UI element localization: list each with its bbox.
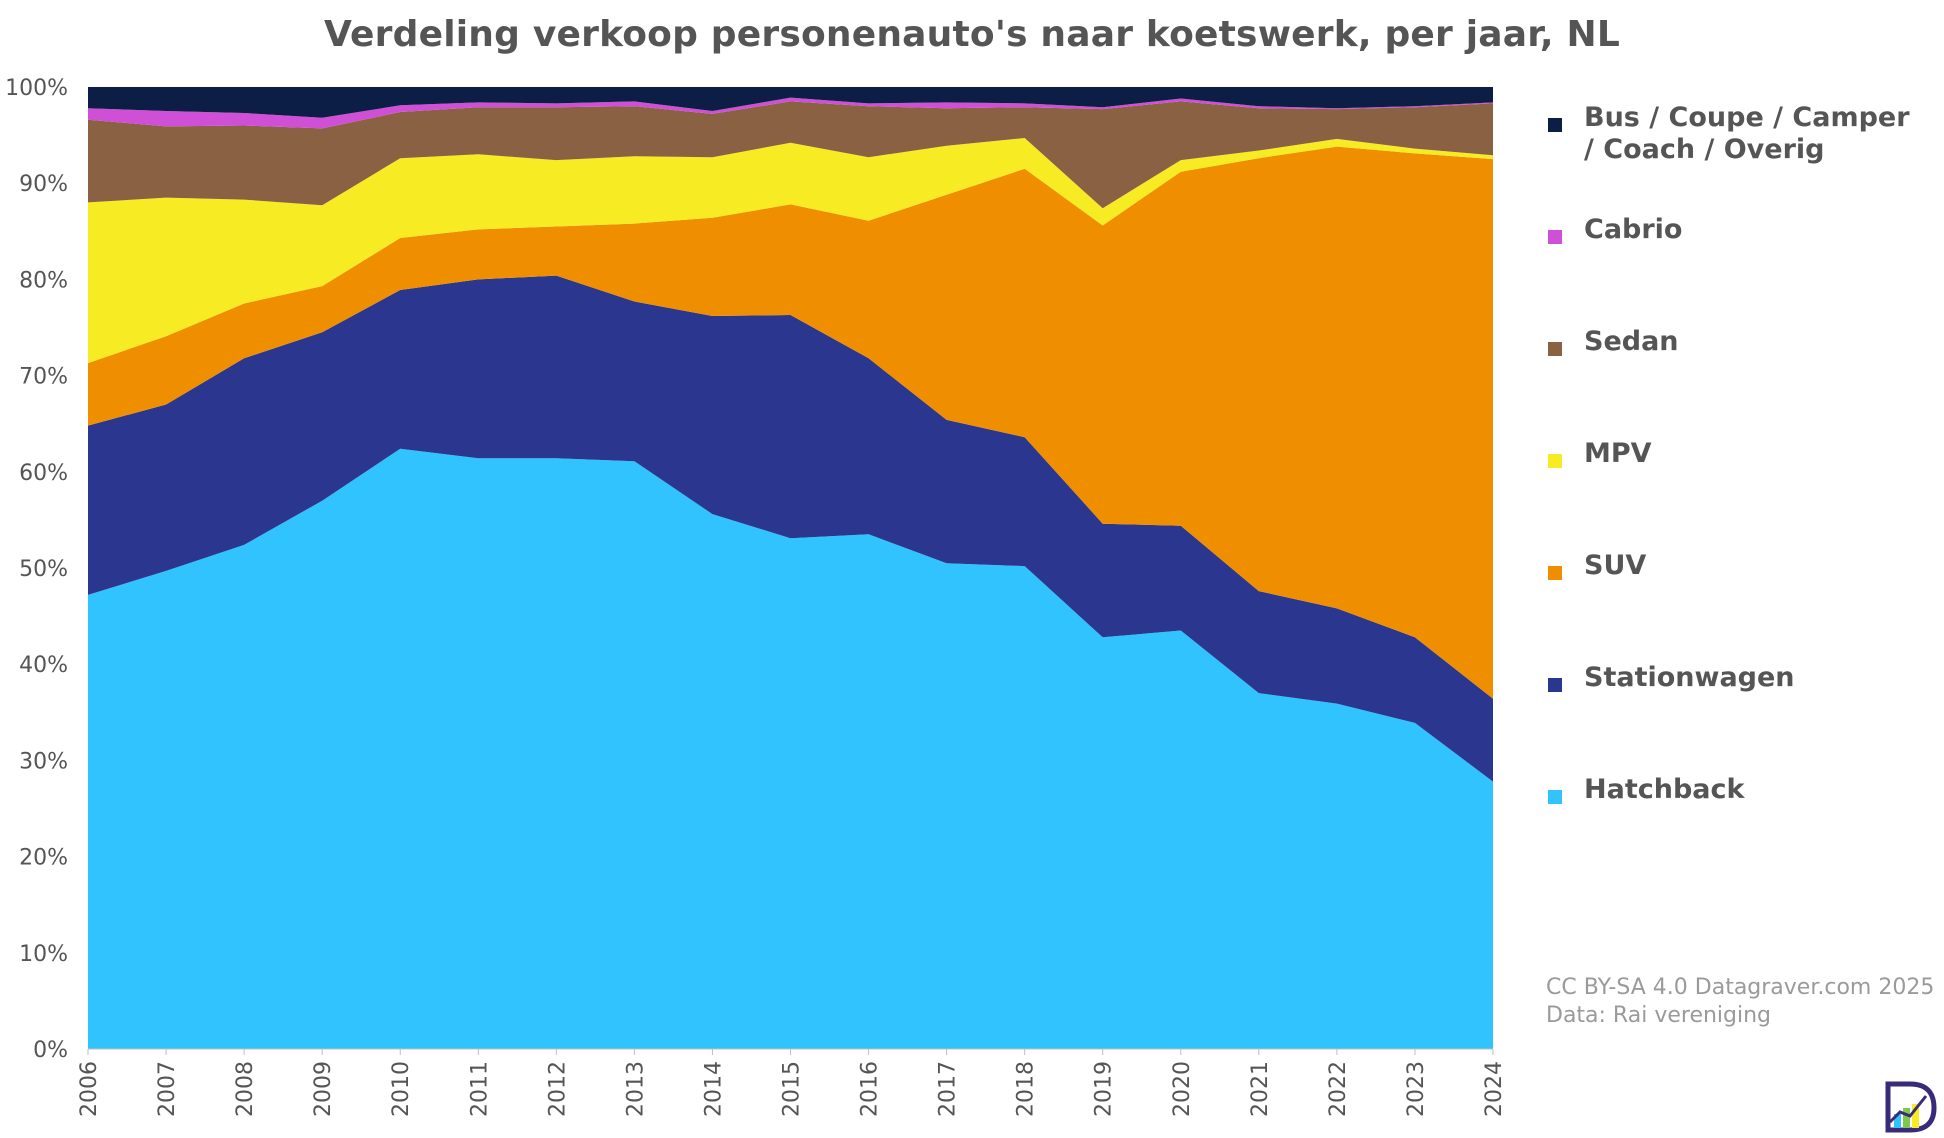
y-tick-label: 10%	[19, 942, 68, 967]
x-tick-label: 2015	[780, 1061, 805, 1117]
legend-label: SUV	[1584, 550, 1647, 581]
x-tick-label: 2007	[155, 1061, 180, 1117]
y-tick-label: 100%	[5, 76, 68, 101]
legend-swatch	[1548, 790, 1562, 804]
x-tick-label: 2019	[1092, 1061, 1117, 1117]
x-tick-label: 2016	[858, 1061, 883, 1117]
y-tick-label: 0%	[33, 1038, 68, 1063]
legend-label: Bus / Coupe / Camper / Coach / Overig	[1584, 102, 1910, 165]
x-tick-label: 2013	[623, 1061, 648, 1117]
source-text: Data: Rai vereniging	[1546, 1003, 1772, 1028]
y-tick-label: 60%	[19, 461, 68, 486]
datagraver-logo-icon	[1885, 1081, 1937, 1133]
legend-swatch	[1548, 342, 1562, 356]
area-hatchback	[88, 448, 1493, 1049]
x-tick-label: 2024	[1482, 1061, 1507, 1117]
x-tick-label: 2012	[545, 1061, 570, 1117]
x-tick-label: 2006	[77, 1061, 102, 1117]
x-tick-label: 2017	[936, 1061, 961, 1117]
legend-swatch	[1548, 566, 1562, 580]
area-stationwagen	[88, 275, 1493, 782]
x-tick-label: 2011	[467, 1061, 492, 1117]
license-text: CC BY-SA 4.0 Datagraver.com 2025	[1546, 975, 1935, 1000]
y-tick-label: 40%	[19, 653, 68, 678]
y-tick-label: 30%	[19, 749, 68, 774]
y-tick-label: 20%	[19, 846, 68, 871]
y-tick-label: 70%	[19, 365, 68, 390]
legend-label: Hatchback	[1584, 774, 1745, 805]
legend-swatch	[1548, 230, 1562, 244]
x-axis-ticks: 2006 2007 2008 2009 2010 2011 2012 2013 2014 2015…	[77, 1049, 1507, 1117]
x-tick-label: 2014	[701, 1061, 726, 1117]
area-suv	[88, 146, 1493, 699]
x-tick-label: 2018	[1014, 1061, 1039, 1117]
chart-title: Verdeling verkoop personenauto's naar ko…	[323, 14, 1621, 55]
legend-label: Cabrio	[1584, 214, 1683, 245]
legend-label: MPV	[1584, 438, 1652, 469]
legend-swatch	[1548, 118, 1562, 132]
y-axis-ticks: 0% 10% 20% 30% 40% 50% 60% 70% 80% 90% 100%	[5, 76, 68, 1063]
legend-swatch	[1548, 454, 1562, 468]
legend-swatch	[1548, 678, 1562, 692]
area-mpv	[88, 138, 1493, 364]
area-cabrio	[88, 97, 1493, 129]
x-tick-label: 2008	[233, 1061, 258, 1117]
legend-label: Sedan	[1584, 326, 1679, 357]
x-tick-label: 2021	[1248, 1061, 1273, 1117]
credits: CC BY-SA 4.0 Datagraver.com 2025 Data: R…	[1546, 974, 1934, 1030]
legend-label: Stationwagen	[1584, 662, 1795, 693]
area-layers	[88, 87, 1493, 1050]
y-tick-label: 80%	[19, 268, 68, 293]
x-tick-label: 2009	[311, 1061, 336, 1117]
area-sedan	[88, 101, 1493, 209]
x-tick-label: 2023	[1404, 1061, 1429, 1117]
y-tick-label: 90%	[19, 172, 68, 197]
y-tick-label: 50%	[19, 557, 68, 582]
x-tick-label: 2022	[1326, 1061, 1351, 1117]
area-bus-coupe-camper-coach-overig	[88, 87, 1493, 118]
x-tick-label: 2010	[389, 1061, 414, 1117]
x-tick-label: 2020	[1170, 1061, 1195, 1117]
